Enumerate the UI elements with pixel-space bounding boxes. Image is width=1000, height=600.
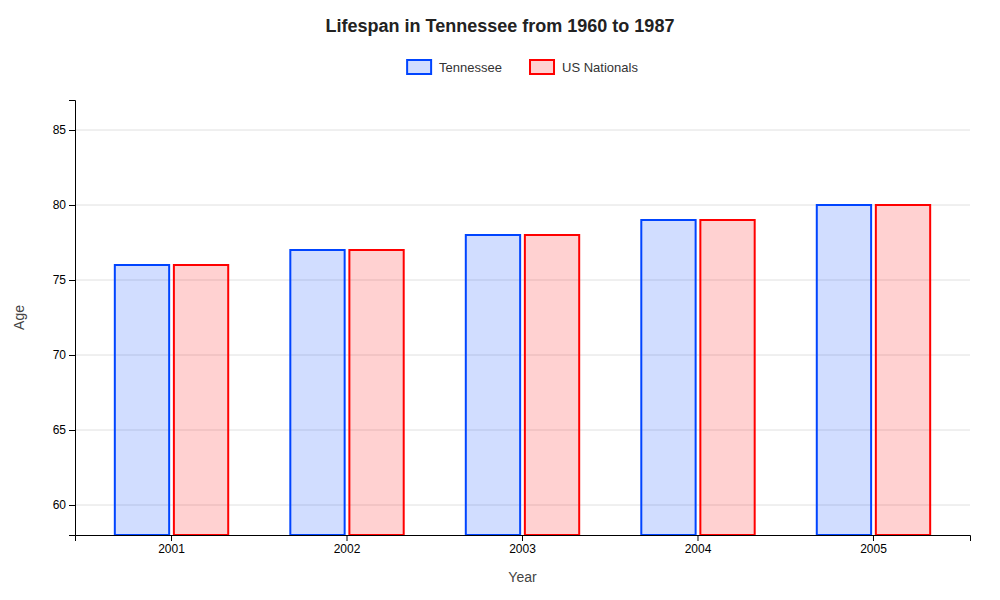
tick-mark [171, 535, 172, 541]
tick-mark [522, 535, 523, 541]
bar [174, 265, 228, 535]
bar-series [115, 205, 871, 535]
bar [817, 205, 871, 535]
bar [700, 220, 754, 535]
bar-series [174, 205, 930, 535]
legend-item: US Nationals [530, 60, 638, 75]
legend-item: Tennessee [407, 60, 502, 75]
tick-label: 65 [53, 423, 67, 437]
legend-label: US Nationals [562, 60, 638, 75]
tick-label: 75 [53, 273, 67, 287]
tick-label: 80 [53, 198, 67, 212]
bar [525, 235, 579, 535]
tick: 2001 [158, 535, 185, 556]
tick-mark [347, 535, 348, 541]
legend: Tennessee US Nationals [407, 60, 638, 75]
tick: 75 [53, 273, 75, 287]
tick: 2005 [860, 535, 887, 556]
tick-label: 60 [53, 498, 67, 512]
tick-label: 2005 [860, 542, 887, 556]
tick-mark [69, 355, 75, 356]
tick: 2003 [509, 535, 536, 556]
axis-line [76, 536, 971, 542]
tick: 2002 [334, 535, 361, 556]
tick-label: 2001 [158, 542, 185, 556]
legend-swatch [530, 60, 554, 74]
grid-line [75, 130, 970, 131]
bar [876, 205, 930, 535]
tick-mark [69, 430, 75, 431]
y-axis-title: Age [11, 305, 27, 330]
bar [290, 250, 344, 535]
plot: 2001 2002 2003 2004 2005 60 65 70 75 80 85 [53, 101, 971, 556]
x-axis-title: Year [508, 569, 537, 585]
legend-swatch [407, 60, 431, 74]
tick: 65 [53, 423, 75, 437]
chart: 2001 2002 2003 2004 2005 60 65 70 75 80 85 Lifespan… [0, 0, 1000, 600]
tick: 85 [53, 123, 75, 137]
tick: 80 [53, 198, 75, 212]
tick-mark [697, 535, 698, 541]
title: Lifespan in Tennessee from 1960 to 1987 [326, 16, 675, 36]
tick-label: 85 [53, 123, 67, 137]
tick-mark [873, 535, 874, 541]
bars [115, 205, 930, 535]
legend-label: Tennessee [439, 60, 502, 75]
tick-label: 2004 [685, 542, 712, 556]
tick: 70 [53, 348, 75, 362]
tick-label: 70 [53, 348, 67, 362]
tick-label: 2002 [334, 542, 361, 556]
tick: 2004 [685, 535, 712, 556]
tick-mark [69, 280, 75, 281]
x-axis: 2001 2002 2003 2004 2005 [76, 535, 971, 556]
bar [466, 235, 520, 535]
tick: 60 [53, 498, 75, 512]
axis-line [69, 101, 76, 536]
tick-label: 2003 [509, 542, 536, 556]
bar [115, 265, 169, 535]
bar [349, 250, 403, 535]
tick-mark [69, 130, 75, 131]
bar [641, 220, 695, 535]
y-axis: 60 65 70 75 80 85 [53, 101, 76, 536]
tick-mark [69, 505, 75, 506]
tick-mark [69, 205, 75, 206]
